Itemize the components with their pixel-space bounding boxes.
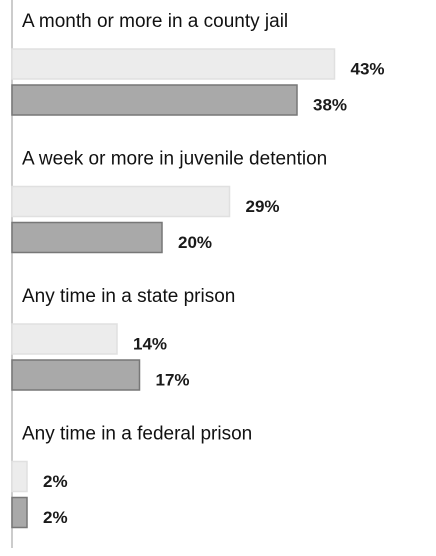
bar <box>11 359 141 391</box>
value-label: 29% <box>246 197 280 216</box>
value-label: 2% <box>43 508 68 527</box>
bar <box>11 221 163 254</box>
category-label: Any time in a state prison <box>22 286 235 307</box>
value-label: 14% <box>133 334 167 353</box>
category-label: Any time in a federal prison <box>22 424 252 445</box>
value-label: 38% <box>313 95 347 114</box>
bar <box>11 185 231 218</box>
category-label: A week or more in juvenile detention <box>22 149 327 170</box>
value-label: 17% <box>156 370 190 389</box>
value-label: 20% <box>178 233 212 252</box>
value-label: 43% <box>351 59 385 78</box>
bar <box>11 460 28 493</box>
bar <box>11 48 336 80</box>
bar <box>11 496 28 529</box>
bar <box>11 323 118 355</box>
bar <box>11 84 298 116</box>
category-label: A month or more in a county jail <box>22 11 288 32</box>
value-label: 2% <box>43 472 68 491</box>
